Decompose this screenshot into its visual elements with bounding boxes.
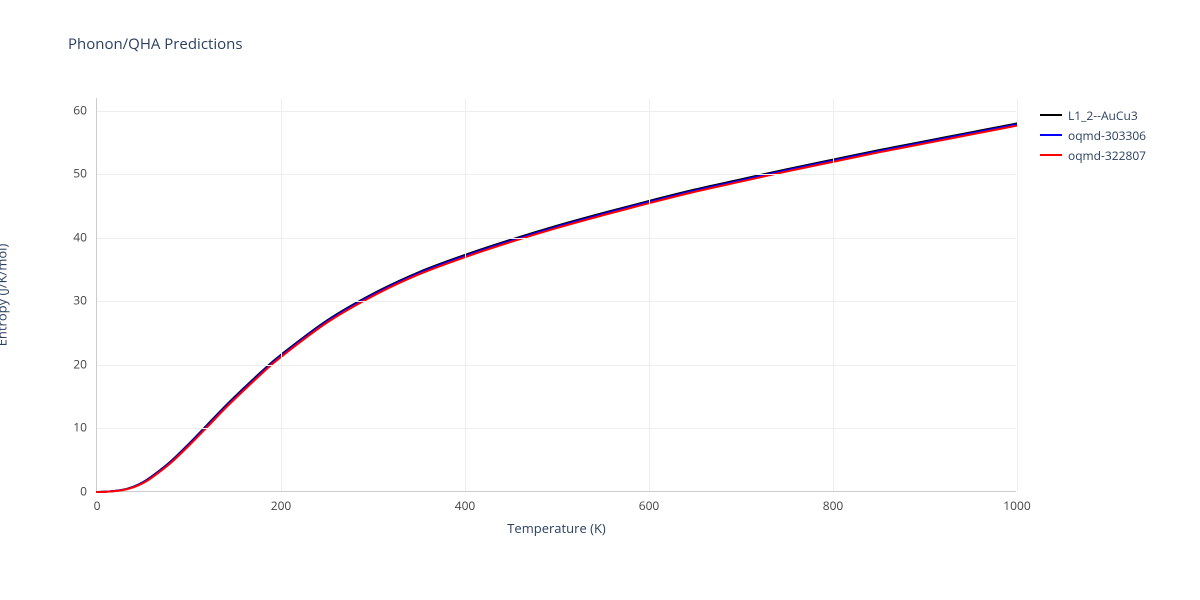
x-tick-label: 0 — [94, 497, 101, 514]
gridline-v — [465, 98, 466, 491]
legend-item[interactable]: oqmd-303306 — [1040, 126, 1146, 144]
gridline-h — [97, 365, 1016, 366]
series-line[interactable] — [97, 124, 1017, 492]
legend-label: oqmd-322807 — [1068, 147, 1146, 164]
gridline-h — [97, 238, 1016, 239]
y-axis-label: Entropy (J/K/mol) — [0, 243, 11, 346]
legend-label: oqmd-303306 — [1068, 127, 1146, 144]
legend-swatch — [1040, 114, 1062, 116]
legend-swatch — [1040, 154, 1062, 156]
y-tick-label: 10 — [73, 419, 87, 436]
legend-swatch — [1040, 134, 1062, 136]
gridline-v — [281, 98, 282, 491]
legend-item[interactable]: oqmd-322807 — [1040, 146, 1146, 164]
x-tick-label: 600 — [639, 497, 660, 514]
legend: L1_2--AuCu3 oqmd-303306 oqmd-322807 — [1040, 106, 1146, 166]
x-tick-label: 800 — [823, 497, 844, 514]
chart-container: Phonon/QHA Predictions Temperature (K) E… — [0, 0, 1200, 600]
y-tick-label: 0 — [80, 483, 87, 500]
series-line[interactable] — [97, 123, 1017, 492]
x-tick-label: 200 — [271, 497, 292, 514]
x-tick-label: 400 — [455, 497, 476, 514]
chart-title: Phonon/QHA Predictions — [68, 34, 243, 54]
legend-item[interactable]: L1_2--AuCu3 — [1040, 106, 1146, 124]
y-tick-label: 20 — [73, 355, 87, 372]
gridline-h — [97, 428, 1016, 429]
y-tick-label: 50 — [73, 165, 87, 182]
x-tick-label: 1000 — [1003, 497, 1030, 514]
gridline-v — [649, 98, 650, 491]
plot-area: Temperature (K) Entropy (J/K/mol) 020040… — [96, 98, 1016, 492]
series-line[interactable] — [97, 126, 1017, 492]
y-tick-label: 40 — [73, 228, 87, 245]
gridline-h — [97, 301, 1016, 302]
gridline-v — [1017, 98, 1018, 491]
x-axis-label: Temperature (K) — [507, 519, 606, 537]
series-svg — [97, 98, 1017, 492]
gridline-h — [97, 174, 1016, 175]
gridline-v — [833, 98, 834, 491]
y-tick-label: 30 — [73, 292, 87, 309]
y-tick-label: 60 — [73, 101, 87, 118]
legend-label: L1_2--AuCu3 — [1068, 107, 1138, 124]
gridline-h — [97, 111, 1016, 112]
